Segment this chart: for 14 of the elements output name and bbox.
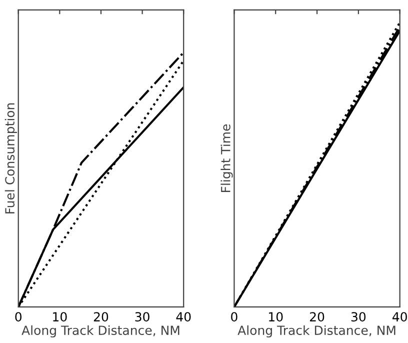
x-tick-label: 10 bbox=[53, 312, 67, 322]
x-tick-label: 20 bbox=[94, 312, 108, 322]
x-tick-label: 30 bbox=[135, 312, 150, 322]
x-tick-label: 20 bbox=[310, 312, 324, 322]
x-axis-title: Along Track Distance, NM bbox=[238, 325, 396, 338]
x-tick-label: 10 bbox=[269, 312, 283, 322]
x-tick-label: 0 bbox=[231, 312, 238, 322]
x-tick-label: 30 bbox=[351, 312, 366, 322]
x-tick-label: 40 bbox=[392, 312, 407, 322]
x-axis-title: Along Track Distance, NM bbox=[22, 325, 180, 338]
y-axis-title: Flight Time bbox=[220, 124, 233, 192]
y-axis-title: Fuel Consumption bbox=[4, 103, 17, 214]
x-tick-label: 40 bbox=[176, 312, 191, 322]
x-tick-label: 0 bbox=[15, 312, 22, 322]
